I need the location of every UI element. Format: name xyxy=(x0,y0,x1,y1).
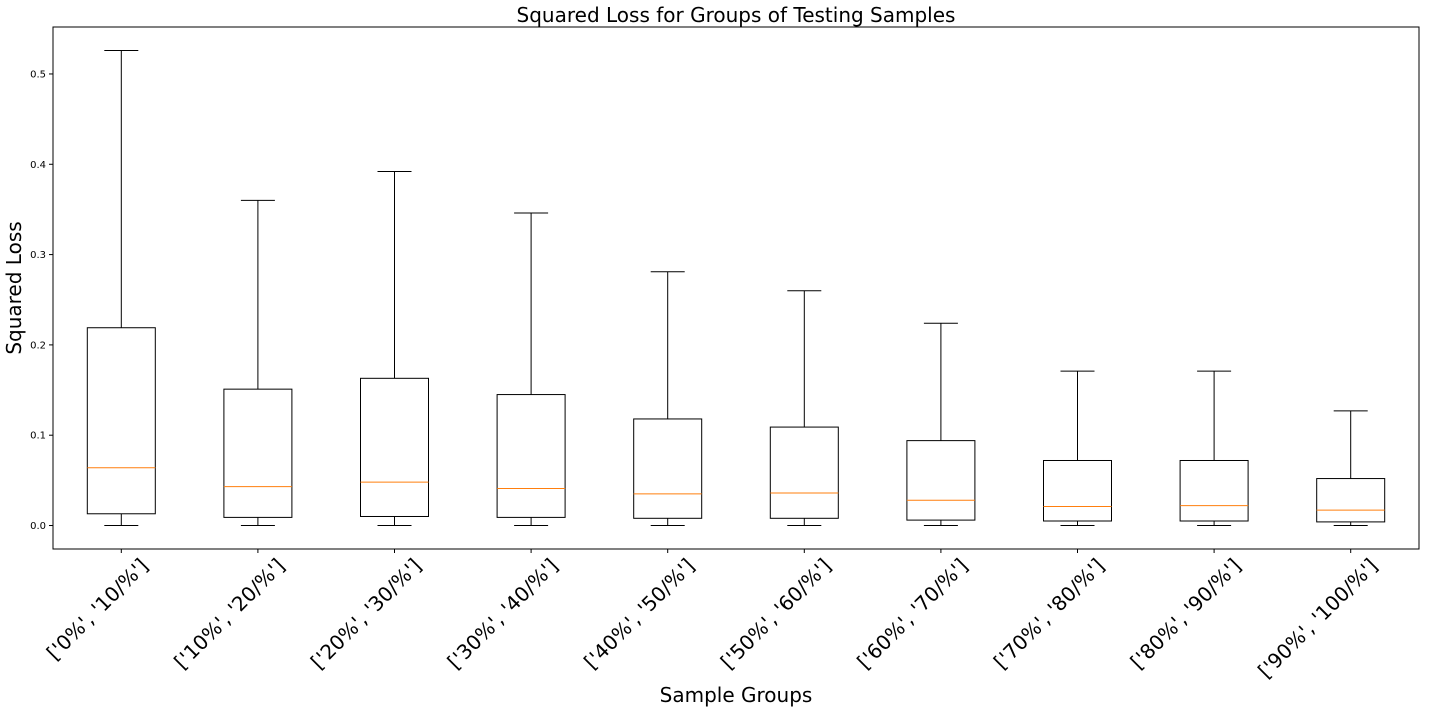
x-tick-label: ['60%', '70/%'] xyxy=(852,554,972,674)
y-axis-label: Squared Loss xyxy=(2,221,26,354)
y-axis-ticks: 0.0 0.1 0.2 0.3 0.4 0.5 xyxy=(30,69,53,532)
x-axis-ticks: ['0%', '10/%'] ['10%', '20/%'] ['20%', '30… xyxy=(42,549,1382,683)
y-tick-label: 0.2 xyxy=(30,340,46,351)
iqr-box xyxy=(223,388,293,518)
x-tick-label: ['30%', '40/%'] xyxy=(442,554,562,674)
x-tick-label: ['90%', '100/%'] xyxy=(1253,554,1382,683)
iqr-box xyxy=(360,377,429,517)
chart-title: Squared Loss for Groups of Testing Sampl… xyxy=(517,3,956,27)
box-group xyxy=(1043,370,1112,527)
iqr-box xyxy=(1316,478,1386,523)
box-group xyxy=(1316,410,1386,527)
box-group xyxy=(496,212,566,527)
box-group xyxy=(769,290,839,527)
y-tick-label: 0.1 xyxy=(30,431,46,442)
box-group xyxy=(906,322,976,527)
x-tick-label: ['40%', '50/%'] xyxy=(579,554,699,674)
y-tick-label: 0.0 xyxy=(30,521,46,532)
x-tick-label: ['20%', '30/%'] xyxy=(306,554,426,674)
y-tick-label: 0.3 xyxy=(30,250,46,261)
x-tick-label: ['0%', '10/%'] xyxy=(42,554,153,665)
iqr-box xyxy=(496,394,566,518)
plot-area-frame xyxy=(52,26,1420,550)
iqr-box xyxy=(1043,459,1112,522)
box-group xyxy=(633,271,703,527)
y-tick-label: 0.5 xyxy=(30,69,46,80)
iqr-box xyxy=(633,418,703,519)
box-group xyxy=(360,170,429,527)
iqr-box xyxy=(1179,459,1249,522)
iqr-box xyxy=(769,426,839,519)
x-tick-label: ['80%', '90/%'] xyxy=(1125,554,1245,674)
iqr-box xyxy=(906,440,976,521)
iqr-box xyxy=(86,327,156,515)
x-axis-label: Sample Groups xyxy=(660,683,813,707)
x-tick-label: ['70%', '80/%'] xyxy=(989,554,1109,674)
box-group xyxy=(1179,370,1249,527)
x-tick-label: ['50%', '60/%'] xyxy=(716,554,836,674)
box-group xyxy=(86,49,156,527)
boxes-series xyxy=(86,49,1386,527)
box-group xyxy=(223,199,293,527)
y-tick-label: 0.4 xyxy=(30,160,46,171)
x-tick-label: ['10%', '20/%'] xyxy=(169,554,289,674)
